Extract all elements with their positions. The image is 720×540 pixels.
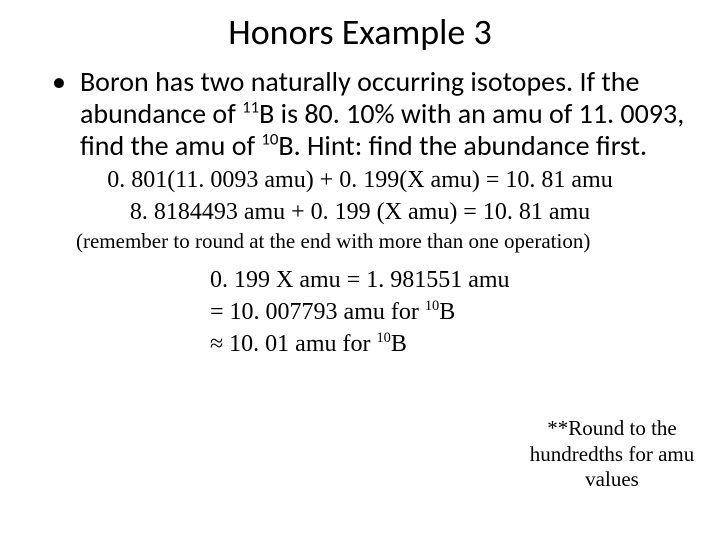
bullet-text: Boron has two naturally occurring isotop… bbox=[80, 66, 690, 163]
res2-pre: ≈ 10. 01 amu for bbox=[210, 331, 376, 357]
bullet-sup2: 10 bbox=[261, 129, 278, 150]
res2-sup: 10 bbox=[376, 330, 390, 346]
calc-line-3: 0. 199 X amu = 1. 981551 amu bbox=[210, 264, 690, 296]
res2-post: B bbox=[391, 331, 407, 357]
bullet-part3: B. Hint: find the abundance first. bbox=[278, 128, 647, 163]
bullet-item: • Boron has two naturally occurring isot… bbox=[52, 66, 690, 163]
calc-line-2: 8. 8184493 amu + 0. 199 (X amu) = 10. 81… bbox=[30, 197, 690, 227]
slide: Honors Example 3 • Boron has two natural… bbox=[0, 0, 720, 540]
result-line-1: = 10. 007793 amu for 10B bbox=[210, 296, 690, 328]
round-to-hundredths-note: **Round to the hundredths for amu values bbox=[512, 416, 712, 492]
bullet-dot: • bbox=[52, 66, 66, 163]
bullet-list: • Boron has two naturally occurring isot… bbox=[30, 66, 690, 163]
res1-sup: 10 bbox=[425, 298, 439, 314]
res1-pre: = 10. 007793 amu for bbox=[210, 299, 425, 325]
slide-title: Honors Example 3 bbox=[30, 10, 690, 54]
res1-post: B bbox=[439, 299, 455, 325]
rounding-reminder: (remember to round at the end with more … bbox=[76, 229, 690, 254]
bullet-sup1: 11 bbox=[242, 97, 259, 118]
calc-line-1: 0. 801(11. 0093 amu) + 0. 199(X amu) = 1… bbox=[30, 165, 690, 195]
result-line-2: ≈ 10. 01 amu for 10B bbox=[210, 328, 690, 360]
